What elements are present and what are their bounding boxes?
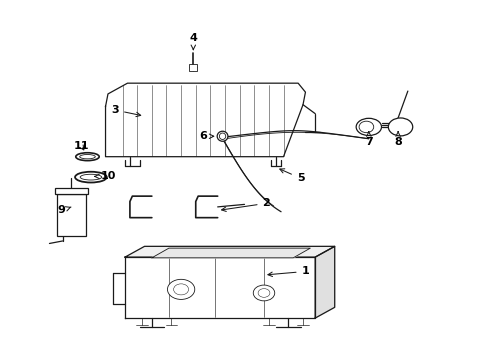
Circle shape <box>167 279 194 300</box>
Polygon shape <box>125 257 315 318</box>
Text: 8: 8 <box>393 131 401 147</box>
Text: 1: 1 <box>267 266 309 276</box>
Ellipse shape <box>76 153 99 161</box>
Text: 4: 4 <box>189 33 197 50</box>
Circle shape <box>173 284 188 295</box>
Text: 11: 11 <box>73 141 89 151</box>
Text: 6: 6 <box>199 131 213 141</box>
Polygon shape <box>105 83 305 157</box>
Bar <box>55 188 88 194</box>
Bar <box>57 194 86 235</box>
Text: 9: 9 <box>58 206 71 216</box>
Polygon shape <box>315 246 334 318</box>
Text: 10: 10 <box>94 171 116 181</box>
Ellipse shape <box>217 131 227 141</box>
Ellipse shape <box>75 172 106 183</box>
Text: 2: 2 <box>221 198 270 211</box>
Circle shape <box>253 285 274 301</box>
Bar <box>189 64 197 71</box>
Text: 7: 7 <box>364 131 372 147</box>
Polygon shape <box>125 246 334 257</box>
Ellipse shape <box>80 174 102 180</box>
Circle shape <box>258 289 269 297</box>
Polygon shape <box>152 248 310 258</box>
Ellipse shape <box>355 118 381 135</box>
Text: 5: 5 <box>279 169 304 183</box>
Ellipse shape <box>358 121 373 133</box>
Circle shape <box>387 118 412 136</box>
Text: 3: 3 <box>111 105 141 117</box>
Ellipse shape <box>219 133 225 139</box>
Ellipse shape <box>80 154 95 159</box>
